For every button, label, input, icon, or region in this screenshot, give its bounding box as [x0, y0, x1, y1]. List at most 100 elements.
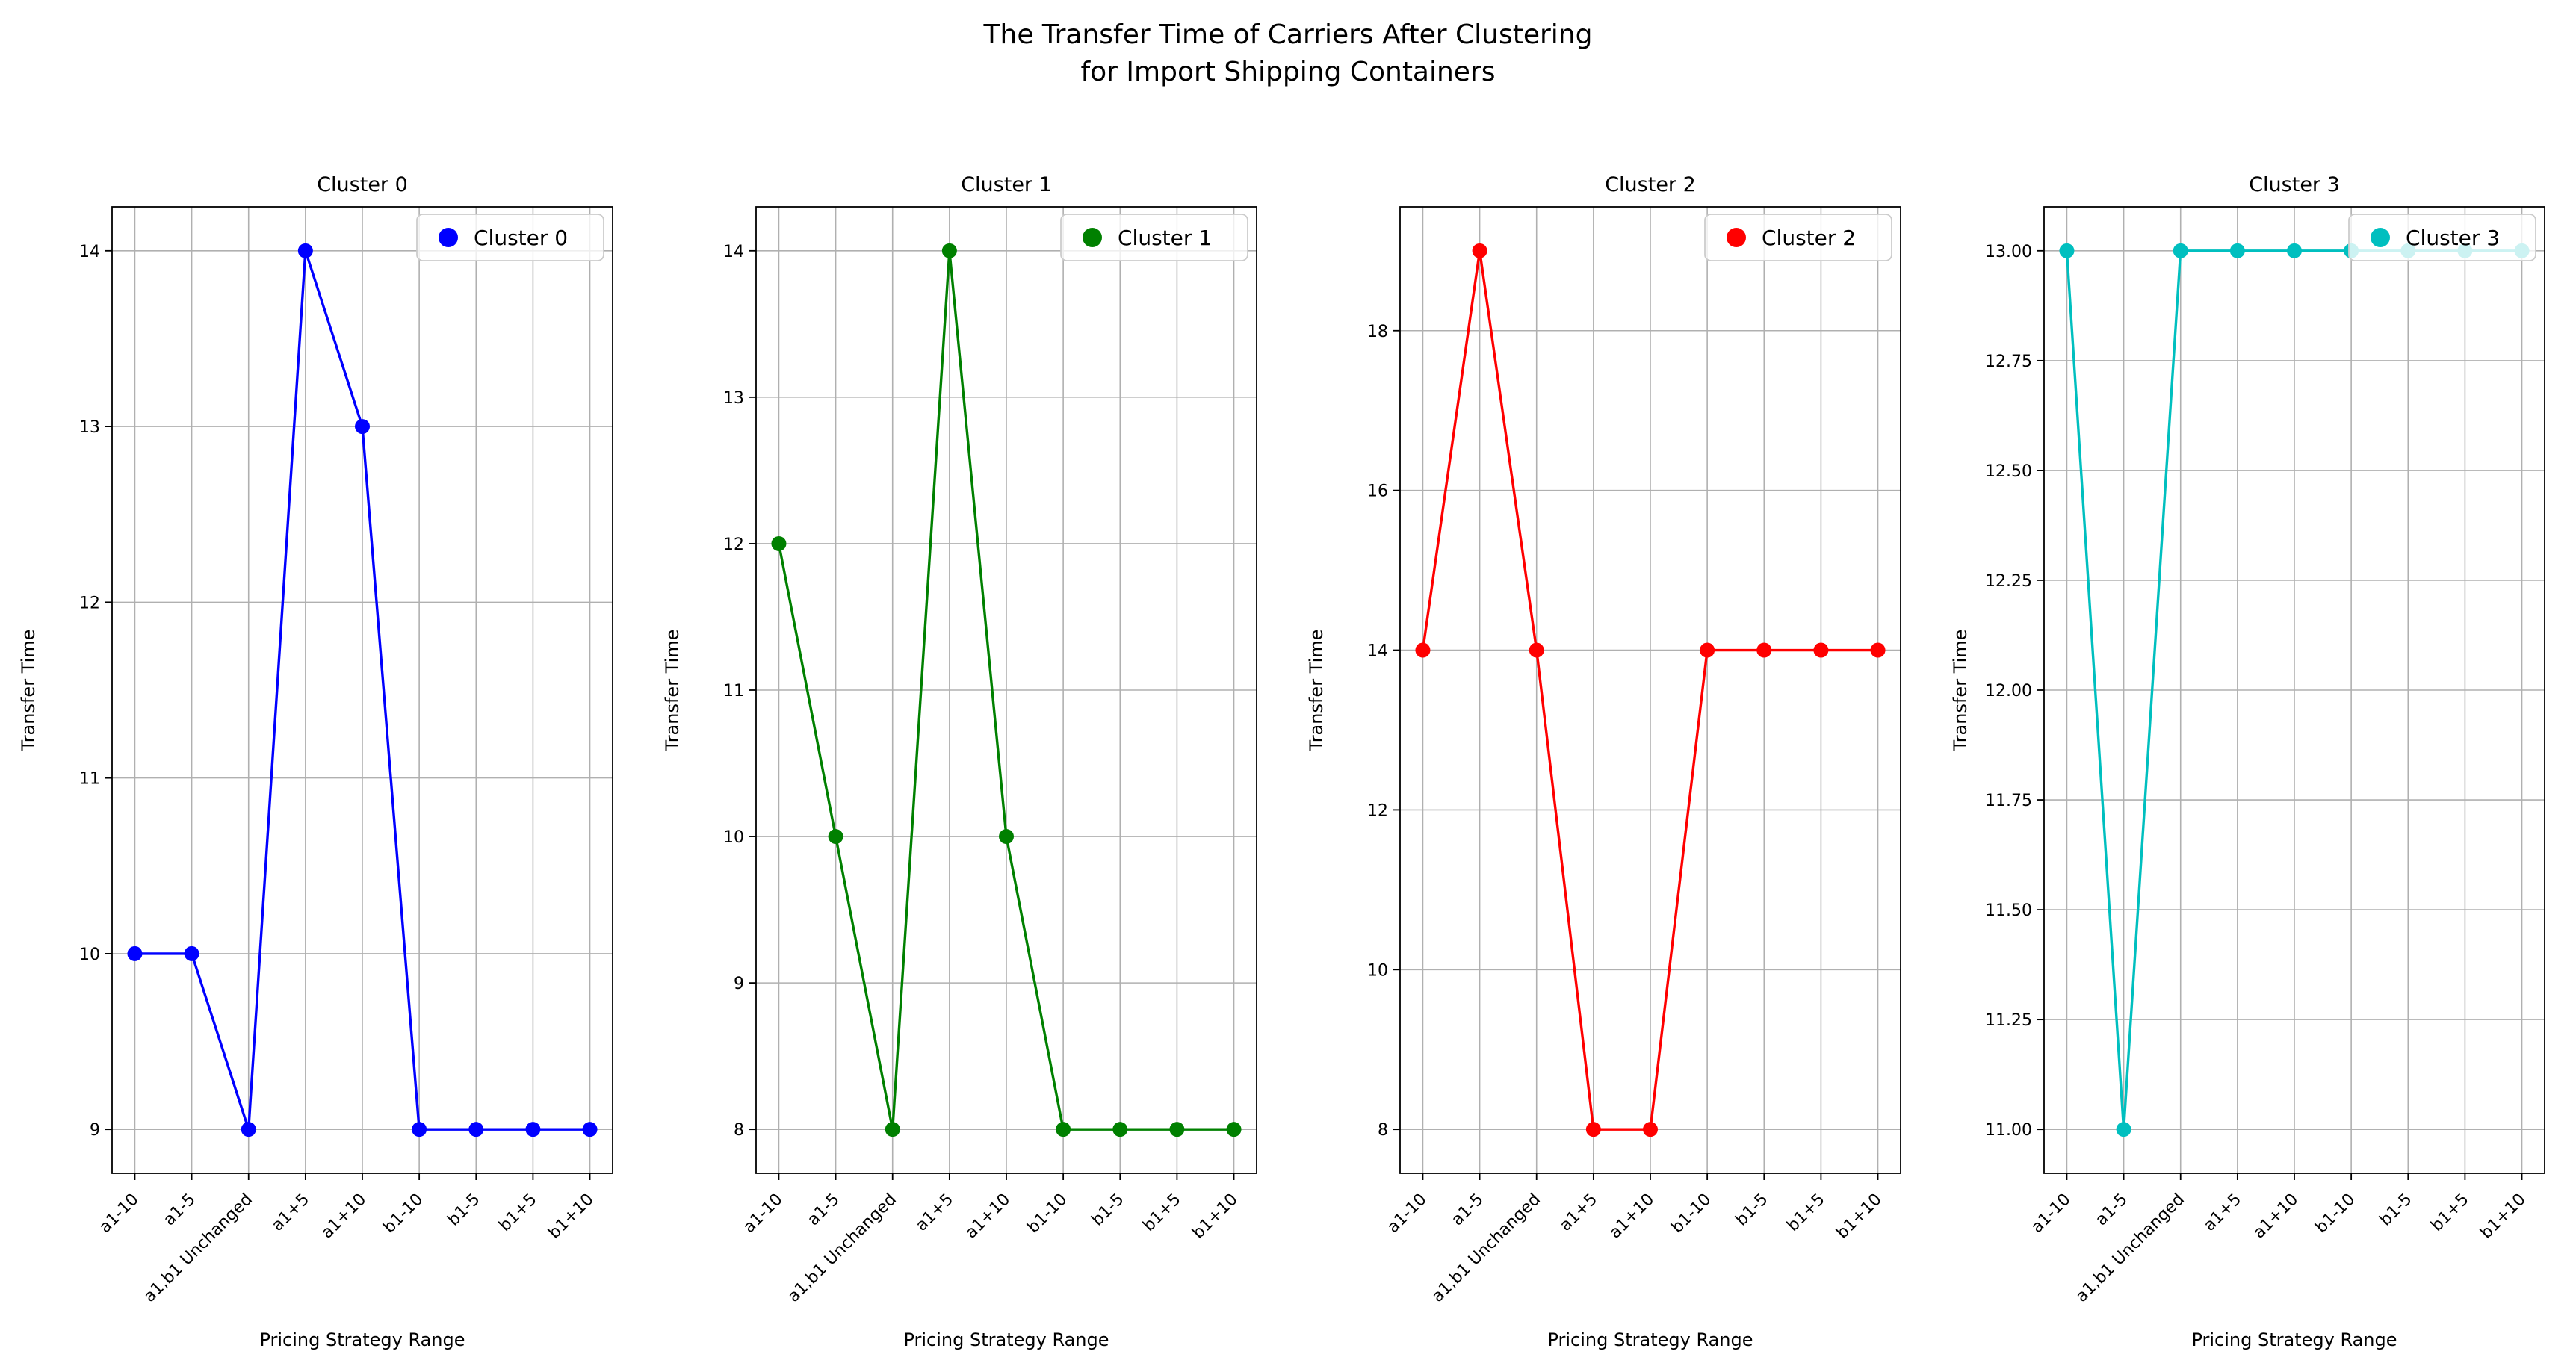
data-point — [355, 419, 370, 435]
x-tick-label: a1+5 — [1556, 1190, 1601, 1235]
x-tick-label: b1-10 — [2312, 1190, 2359, 1238]
x-tick-label: b1+5 — [2427, 1190, 2472, 1235]
x-tick-label: b1+10 — [1833, 1190, 1886, 1243]
x-tick-label: a1,b1 Unchanged — [2072, 1190, 2188, 1306]
data-point — [1870, 642, 1886, 658]
data-point — [468, 1122, 484, 1137]
subplot-svg: 8 9 10 11 12 13 14 a1-10 a1-5a1,b1 Unchanged a1+5… — [662, 173, 1257, 1350]
y-tick-label: 18 — [1367, 323, 1388, 341]
y-tick-label: 11.25 — [1985, 1011, 2032, 1030]
y-tick-label: 13 — [79, 418, 100, 437]
legend-marker — [1727, 228, 1746, 247]
subplot-svg: 11.00 11.25 11.50 11.75 12.00 12.25 12.50 12.75… — [1950, 173, 2545, 1350]
x-tick-label: a1+10 — [1606, 1190, 1658, 1243]
legend-label: Cluster 1 — [1118, 226, 1212, 250]
data-point — [525, 1122, 541, 1137]
x-tick-label: a1-10 — [2028, 1190, 2075, 1238]
y-tick-label: 12.50 — [1985, 462, 2032, 481]
data-point — [885, 1122, 900, 1137]
y-axis-label: Transfer Time — [1950, 630, 1971, 752]
subplot-title: Cluster 1 — [961, 173, 1052, 196]
charts-row: 9 10 11 12 13 14 a1-10 a1-5 a1,b1 Unchanged a1+5 a… — [0, 67, 2576, 1367]
data-point — [412, 1122, 427, 1137]
data-point — [582, 1122, 598, 1137]
data-point — [2059, 243, 2075, 258]
axes-border — [755, 206, 1257, 1174]
data-point — [127, 946, 143, 961]
x-axis-label: Pricing Strategy Range — [1547, 1329, 1753, 1350]
x-tick-label: a1-10 — [1384, 1190, 1431, 1238]
x-tick-label: b1+5 — [1139, 1190, 1184, 1235]
y-tick-label: 9 — [90, 1121, 100, 1140]
data-point — [1112, 1122, 1128, 1137]
y-axis-label: Transfer Time — [662, 630, 683, 752]
legend-box — [1704, 214, 1892, 261]
y-tick-label: 12.25 — [1985, 572, 2032, 591]
x-tick-label: b1+10 — [545, 1190, 598, 1243]
y-tick-label: 12 — [79, 594, 100, 612]
data-point — [297, 243, 313, 258]
legend-label: Cluster 3 — [2406, 226, 2500, 250]
data-point — [1585, 1122, 1601, 1137]
axes-border — [111, 206, 613, 1174]
data-point — [2287, 243, 2302, 258]
y-tick-label: 8 — [734, 1121, 744, 1140]
data-point — [1529, 642, 1544, 658]
x-tick-label: a1+5 — [268, 1190, 313, 1235]
y-axis-label: Transfer Time — [1306, 630, 1327, 752]
chart-cluster-3: 11.00 11.25 11.50 11.75 12.00 12.25 12.50 12.75… — [1932, 67, 2576, 1367]
x-tick-label: b1+5 — [1783, 1190, 1828, 1235]
chart-cluster-1: 8 9 10 11 12 13 14 a1-10 a1-5 a1,b1 Unchanged a1+5… — [644, 67, 1288, 1367]
data-point — [828, 829, 843, 845]
chart-cluster-0: 9 10 11 12 13 14 a1-10 a1-5 a1,b1 Unchanged a1+5 a… — [0, 67, 644, 1367]
axes-border — [2043, 206, 2545, 1174]
x-tick-label: a1+5 — [912, 1190, 957, 1235]
data-point — [184, 946, 199, 961]
y-tick-label: 10 — [1367, 961, 1388, 980]
x-tick-label: a1+10 — [2250, 1190, 2302, 1243]
data-point — [1813, 642, 1829, 658]
legend-marker — [1083, 228, 1102, 247]
y-tick-label: 9 — [734, 975, 744, 993]
data-point — [771, 536, 787, 551]
legend-marker — [439, 228, 458, 247]
x-tick-label: a1-5 — [1448, 1190, 1487, 1230]
y-tick-label: 14 — [79, 243, 100, 261]
x-tick-label: a1-5 — [2092, 1190, 2131, 1230]
y-tick-label: 13 — [723, 389, 744, 408]
y-tick-label: 10 — [723, 828, 744, 847]
data-point — [1226, 1122, 1242, 1137]
legend-marker — [2371, 228, 2390, 247]
subplot-svg: 9 10 11 12 13 14 a1-10 a1-5a1,b1 Unchanged a1+5 a… — [18, 173, 613, 1350]
legend-label: Cluster 2 — [1762, 226, 1856, 250]
legend-box — [1060, 214, 1248, 261]
data-point — [1415, 642, 1431, 658]
x-tick-label: b1-10 — [380, 1190, 427, 1238]
x-tick-label: a1,b1 Unchanged — [784, 1190, 900, 1306]
x-tick-label: a1-10 — [740, 1190, 787, 1238]
x-axis-label: Pricing Strategy Range — [903, 1329, 1109, 1350]
y-tick-label: 11 — [723, 682, 744, 701]
x-tick-label: a1-5 — [804, 1190, 843, 1230]
y-tick-label: 14 — [1367, 642, 1388, 661]
y-tick-label: 16 — [1367, 482, 1388, 501]
y-tick-label: 12 — [723, 536, 744, 554]
x-axis-label: Pricing Strategy Range — [259, 1329, 465, 1350]
y-axis-label: Transfer Time — [18, 630, 39, 752]
x-tick-label: a1+10 — [962, 1190, 1014, 1243]
data-point — [1700, 642, 1715, 658]
data-point — [941, 243, 957, 258]
x-tick-label: a1+10 — [318, 1190, 370, 1243]
data-point — [2116, 1122, 2131, 1137]
data-point — [1472, 243, 1487, 258]
y-tick-label: 12 — [1367, 801, 1388, 820]
data-point — [1169, 1122, 1185, 1137]
subplot-title: Cluster 3 — [2249, 173, 2340, 196]
y-tick-label: 11.75 — [1985, 792, 2032, 810]
data-point — [2173, 243, 2188, 258]
data-point — [1056, 1122, 1071, 1137]
y-tick-label: 8 — [1378, 1121, 1388, 1140]
legend-box — [416, 214, 604, 261]
axes-border — [1399, 206, 1901, 1174]
